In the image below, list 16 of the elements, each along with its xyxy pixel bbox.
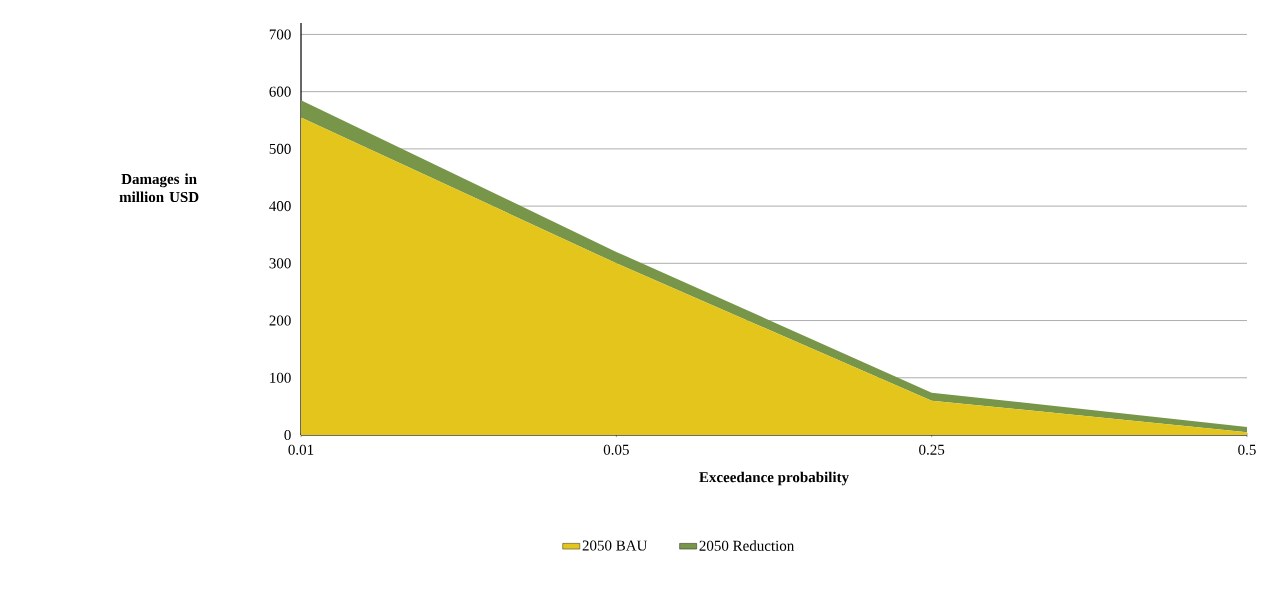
x-tick-label: 0.5 [1238,444,1256,455]
x-tick-label: 0.05 [603,444,629,455]
y-tick-label: 600 [269,86,291,97]
y-tick-label: 100 [270,372,291,383]
y-tick-label: 700 [269,29,291,40]
y-tick-label: 200 [269,315,291,326]
y-tick-label: 500 [269,143,291,154]
x-tick-label: 0.25 [919,444,945,455]
x-axis-title: Exceedance probability [699,471,849,486]
y-axis-title: Damages in million USD [119,173,199,203]
x-tick-label: 0.01 [288,444,314,455]
legend-label: 2050 Reduction [699,540,795,551]
y-tick-label: 400 [269,201,291,212]
y-tick-label: 0 [284,429,291,441]
legend-label: 2050 BAU [582,540,648,551]
y-tick-label: 300 [269,258,291,269]
